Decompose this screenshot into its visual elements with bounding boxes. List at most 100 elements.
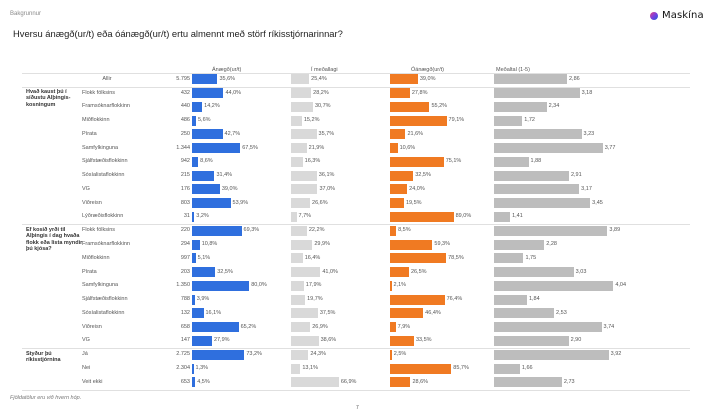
bar-neutral [291, 156, 303, 167]
value-dissatisfied: 10,6% [399, 144, 416, 151]
value-satisfied: 14,2% [204, 103, 220, 110]
value-dissatisfied: 2,5% [393, 351, 407, 358]
value-satisfied: 44,0% [225, 89, 242, 96]
row-label: Lýðræðisflokkinn [82, 213, 124, 220]
value-mean: 3,23 [583, 130, 595, 137]
bar-neutral [291, 74, 310, 84]
row-count: 997 [180, 254, 190, 261]
value-satisfied: 39,0% [221, 185, 238, 192]
bar-dissatisfied [390, 280, 392, 291]
row-count: 440 [180, 103, 190, 110]
row-count: 788 [180, 296, 190, 303]
value-satisfied: 4,5% [197, 378, 210, 385]
value-mean: 3,89 [609, 227, 621, 234]
bar-satisfied [192, 88, 224, 98]
value-satisfied: 3,2% [196, 213, 209, 220]
row-count: 215 [180, 172, 190, 178]
value-dissatisfied: 76,4% [446, 296, 463, 303]
value-mean: 2,73 [563, 378, 575, 385]
value-dissatisfied: 59,3% [434, 241, 450, 248]
value-mean: 1,84 [528, 296, 540, 303]
value-dissatisfied: 79,1% [448, 117, 465, 123]
row-label: Miðflokkinn [82, 254, 110, 261]
bar-neutral [291, 115, 302, 126]
value-mean: 3,92 [610, 351, 622, 358]
bar-mean [494, 170, 569, 181]
row-count: 147 [180, 337, 190, 344]
row-count: 1.344 [176, 144, 190, 151]
bar-mean [494, 156, 529, 167]
bar-dissatisfied [390, 198, 404, 208]
value-dissatisfied: 26,5% [410, 268, 427, 275]
bar-neutral [291, 267, 321, 278]
value-dissatisfied: 24,0% [409, 185, 425, 192]
bar-mean [494, 308, 555, 319]
bar-neutral [291, 129, 317, 140]
bar-satisfied [192, 198, 231, 208]
bar-dissatisfied [390, 88, 410, 98]
bar-dissatisfied [390, 267, 409, 278]
bar-neutral [291, 184, 318, 195]
value-dissatisfied: 19,5% [405, 199, 422, 206]
bar-satisfied [192, 156, 199, 167]
bar-satisfied [192, 225, 242, 236]
bar-neutral [291, 377, 339, 388]
value-satisfied: 31,4% [216, 172, 233, 178]
row-count: 294 [180, 241, 190, 248]
bar-satisfied [192, 335, 212, 346]
row-count: 250 [180, 130, 190, 137]
bar-neutral [291, 211, 297, 222]
value-satisfied: 5,6% [198, 117, 211, 123]
value-mean: 3,18 [581, 89, 593, 96]
bar-satisfied [192, 143, 241, 153]
value-mean: 1,88 [530, 158, 542, 165]
value-neutral: 7,7% [298, 213, 312, 220]
value-mean: 2,34 [548, 103, 560, 110]
value-neutral: 38,6% [320, 337, 337, 344]
value-satisfied: 73,2% [246, 351, 262, 358]
bar-dissatisfied [390, 335, 414, 346]
value-dissatisfied: 28,6% [412, 378, 429, 385]
bar-neutral [291, 294, 306, 305]
value-mean: 3,45 [592, 199, 603, 206]
value-neutral: 36,1% [318, 172, 335, 178]
row-label: Pírata [82, 268, 97, 275]
row-count: 432 [180, 89, 190, 96]
bar-neutral [291, 335, 319, 346]
bar-mean [494, 225, 608, 236]
bar-mean [494, 211, 511, 222]
row-count: 2.304 [176, 365, 190, 372]
bar-neutral [291, 253, 303, 264]
column-header-satisfied: Ánægð(ur/t) [212, 67, 242, 73]
bar-satisfied [192, 294, 195, 305]
bar-dissatisfied [390, 239, 433, 250]
value-mean: 2,28 [546, 241, 557, 248]
value-mean: 2,86 [569, 75, 580, 82]
bar-mean [494, 129, 582, 140]
bar-neutral [291, 101, 313, 112]
bar-satisfied [192, 184, 220, 195]
row-label: Sjálfstæðisflokkinn [82, 158, 128, 165]
row-count: 220 [180, 227, 190, 234]
value-satisfied: 27,9% [213, 337, 230, 344]
bar-neutral [291, 239, 313, 250]
bar-dissatisfied [390, 184, 408, 195]
bar-dissatisfied [390, 294, 445, 305]
bar-dissatisfied [390, 225, 397, 236]
value-mean: 2,90 [570, 337, 582, 344]
value-satisfied: 1,3% [195, 365, 209, 372]
bar-mean [494, 101, 547, 112]
row-label: Framsóknarflokkinn [82, 103, 130, 110]
bar-dissatisfied [390, 101, 430, 112]
bar-dissatisfied [390, 115, 447, 126]
row-label: Flokk fólksins [82, 227, 116, 234]
bar-mean [494, 377, 562, 388]
bar-satisfied [192, 129, 223, 140]
row-label: Sjálfstæðisflokkinn [82, 296, 128, 303]
bar-mean [494, 88, 580, 98]
row-label: Viðreisn [82, 199, 102, 206]
value-mean: 2,91 [570, 172, 582, 178]
bar-neutral [291, 322, 311, 333]
value-dissatisfied: 39,0% [419, 75, 436, 82]
divider [22, 73, 690, 74]
